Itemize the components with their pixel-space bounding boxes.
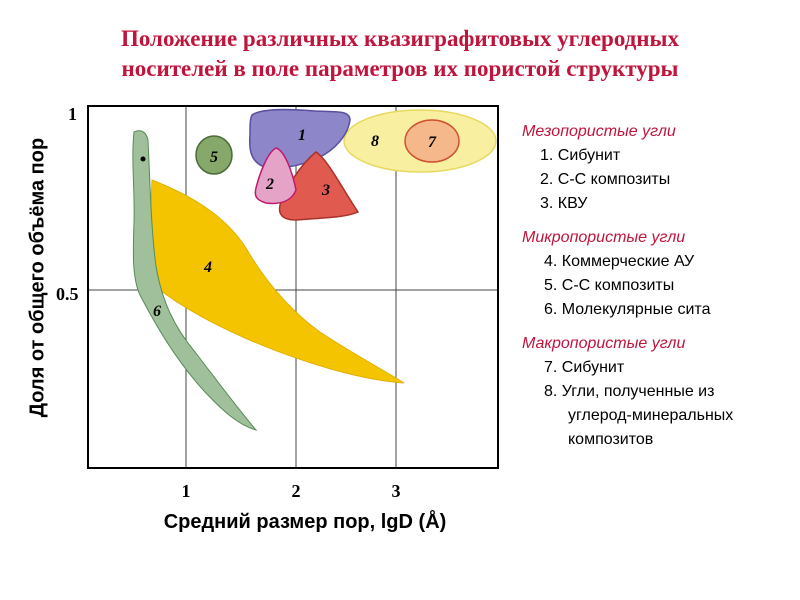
marker-dot [140,156,146,162]
legend: Мезопористые угли 1. Сибунит 2. С-С комп… [522,120,792,462]
y-tick-1: 1 [68,104,77,124]
x-tick-1: 1 [182,481,191,501]
region-4-shape [147,179,405,384]
region-label-6: 6 [153,303,161,320]
legend-item-4: 4. Коммерческие АУ [544,253,695,270]
legend-item-5: 5. С-С композиты [544,277,675,294]
x-axis-label: Средний размер пор, lgD (Å) [163,511,447,533]
legend-item-7: 7. Сибунит [544,359,625,376]
region-2-shape [254,147,297,205]
legend-item-8: 8. Угли, полученные из [544,383,715,400]
legend-item-1: 1. Сибунит [540,147,621,164]
legend-item-6: 6. Молекулярные сита [544,301,711,318]
title-line-1: Положение различных квазиграфитовых угле… [120,26,680,51]
legend-group-macro: Макропористые угли 7. Сибунит 8. Угли, п… [522,332,792,452]
legend-meso-title: Мезопористые угли [522,123,676,140]
x-tick-3: 3 [392,481,401,501]
region-5-shape [195,135,233,175]
legend-group-meso: Мезопористые угли 1. Сибунит 2. С-С комп… [522,120,792,216]
legend-item-8-cont-2: композитов [568,431,654,448]
region-label-2: 2 [265,176,274,193]
legend-item-8-cont-1: углерод-минеральных [568,407,734,424]
region-label-3: 3 [321,182,330,199]
x-tick-2: 2 [292,481,301,501]
y-axis-label: Доля от общего объёма пор [26,137,49,418]
diagram-title: Положение различных квазиграфитовых угле… [0,24,800,84]
legend-group-micro: Микропористые угли 4. Коммерческие АУ 5.… [522,226,792,322]
title-line-2: носителей в поле параметров их пористой … [121,56,679,81]
region-label-7: 7 [428,134,437,151]
y-tick-05: 0.5 [56,284,79,304]
legend-macro-title: Макропористые угли [522,335,686,352]
legend-item-3: 3. КВУ [540,195,588,212]
legend-item-2: 2. С-С композиты [540,171,671,188]
region-label-1: 1 [298,127,306,144]
region-label-8: 8 [371,133,379,150]
plot-frame [87,105,499,469]
region-6-shape [132,130,258,431]
legend-micro-title: Микропористые угли [522,229,686,246]
region-label-5: 5 [210,149,218,166]
region-7-shape [404,119,460,163]
region-label-4: 4 [203,259,212,276]
